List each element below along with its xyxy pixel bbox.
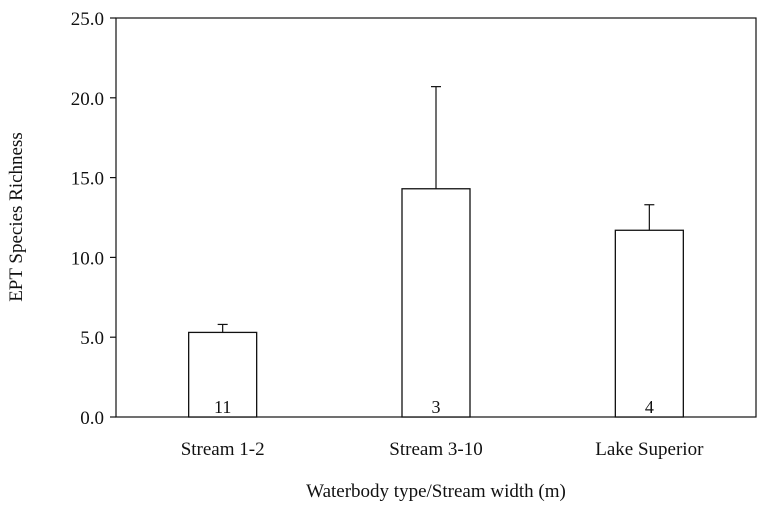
y-tick-label: 0.0	[80, 408, 104, 429]
sample-size-label: 11	[214, 397, 231, 417]
y-tick-label: 20.0	[71, 89, 104, 110]
sample-size-label: 4	[645, 397, 654, 417]
bar	[401, 188, 471, 418]
bars-group	[188, 188, 684, 418]
x-tick-label: Lake Superior	[595, 439, 704, 460]
y-tick-label: 15.0	[71, 169, 104, 190]
sample-size-label: 3	[432, 397, 441, 417]
x-axis-title: Waterbody type/Stream width (m)	[306, 481, 566, 502]
y-tick-label: 5.0	[80, 328, 104, 349]
x-tick-label: Stream 1-2	[181, 439, 265, 460]
sample-size-labels: 11 3 4	[214, 397, 654, 417]
y-axis: 0.0 5.0 10.0 15.0 20.0 25.0	[71, 9, 116, 429]
y-axis-title: EPT Species Richness	[6, 132, 27, 302]
x-axis: Stream 1-2 Stream 3-10 Lake Superior	[181, 439, 704, 460]
x-tick-label: Stream 3-10	[389, 439, 482, 460]
y-tick-label: 25.0	[71, 9, 104, 30]
error-bars-group	[217, 86, 655, 333]
y-tick-label: 10.0	[71, 248, 104, 269]
bar	[614, 229, 684, 418]
